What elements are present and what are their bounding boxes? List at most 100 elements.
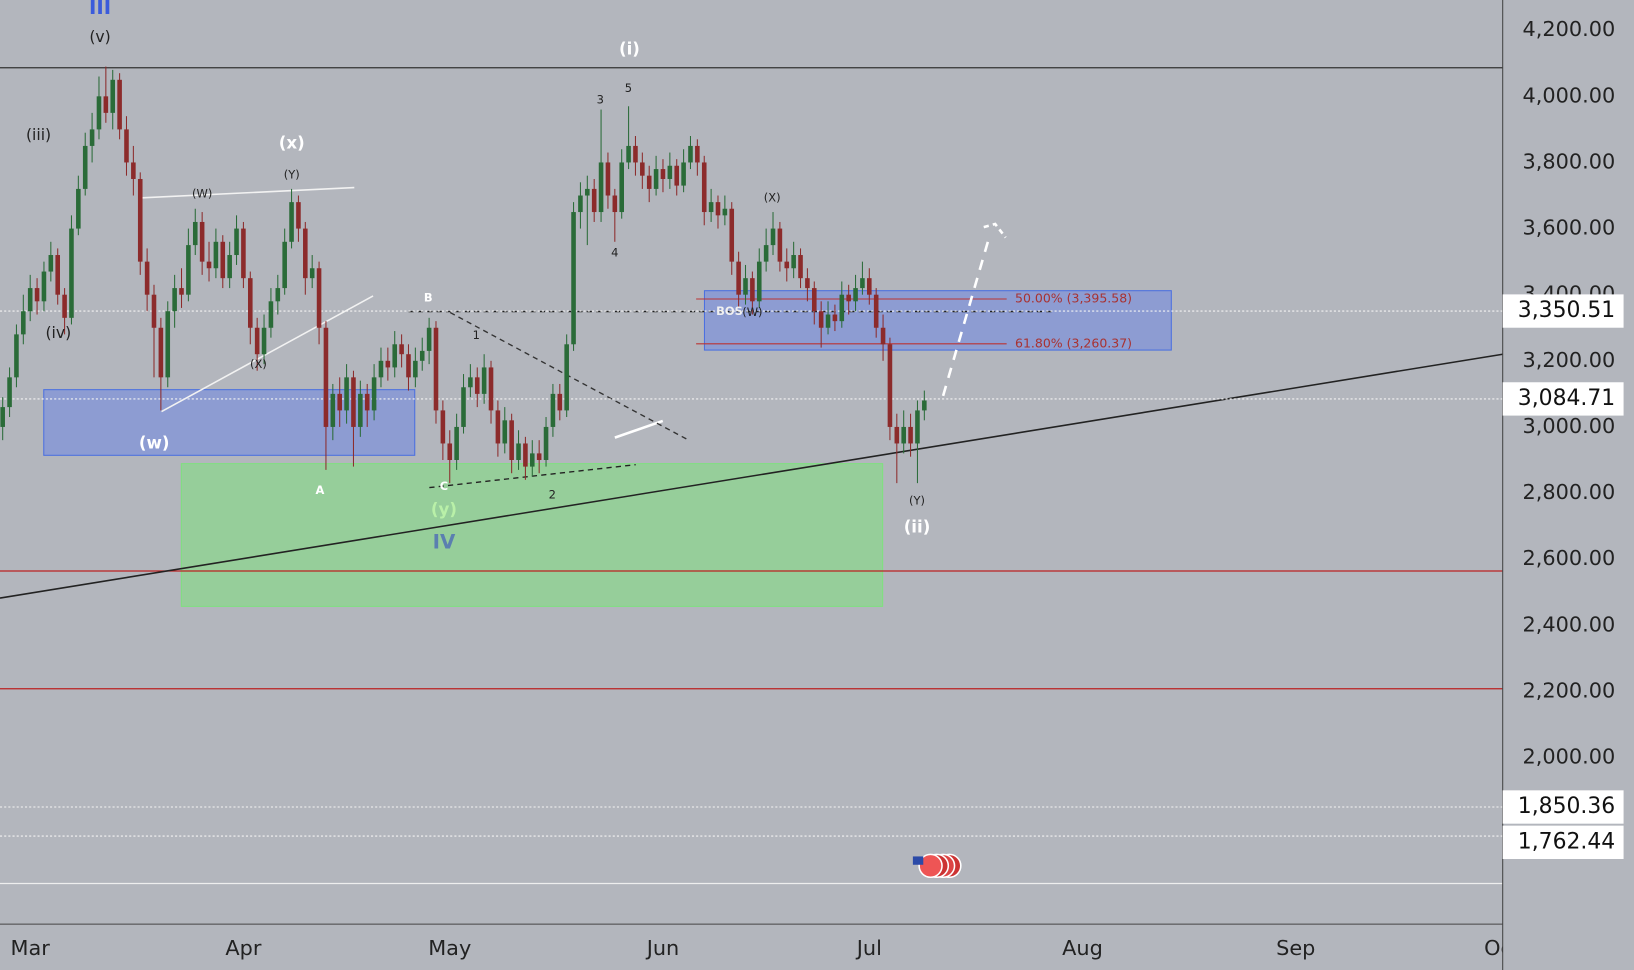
drawing-line [161, 295, 374, 413]
candle-body [853, 288, 858, 302]
candle-body [117, 79, 122, 130]
candle-body [736, 261, 741, 295]
wave-label: (Y) [284, 168, 300, 182]
y-tick-label: 3,800.00 [1522, 149, 1615, 173]
x-tick-label: Aug [1062, 936, 1103, 960]
wave-label: 2 [549, 487, 556, 501]
candle-body [172, 288, 177, 312]
candle-body [282, 241, 287, 289]
candle-body [89, 129, 95, 146]
wave-label: (y) [431, 500, 457, 519]
price-label-box [1502, 790, 1624, 824]
candle-body [192, 221, 198, 246]
candle-body [186, 245, 191, 295]
candle-body [529, 453, 535, 467]
candle-body [901, 426, 906, 444]
candle-body [516, 443, 521, 460]
candle-body [915, 410, 920, 444]
candle-body [536, 453, 542, 460]
candle-body [364, 393, 370, 411]
candle-body [151, 294, 157, 328]
candle-body [461, 387, 466, 427]
candle-body [688, 145, 693, 163]
candle-body [199, 221, 205, 262]
price-label: 3,350.51 [1518, 298, 1615, 323]
candle-body [309, 268, 315, 279]
candle-body [564, 344, 569, 411]
candle-body [0, 407, 5, 427]
candle-body [633, 145, 638, 163]
wave-label: (X) [764, 190, 781, 204]
fib-label: 50.00% (3,395.58) [1015, 291, 1132, 306]
candle-body [296, 202, 301, 229]
candle-body [791, 255, 796, 269]
wave-label: (W) [192, 186, 212, 200]
candle-body [206, 261, 212, 269]
candle-body [392, 344, 398, 368]
price-label-box [1502, 382, 1624, 416]
y-tick-label: 3,600.00 [1522, 216, 1615, 240]
candle-body [681, 162, 686, 186]
candle-body [426, 327, 432, 351]
wave-label: A [315, 483, 324, 497]
candle-body [846, 294, 851, 302]
candle-body [213, 241, 219, 269]
candle-body [34, 288, 40, 302]
candle-body [413, 360, 418, 378]
candle-body [399, 344, 404, 355]
y-tick-label: 2,000.00 [1522, 745, 1615, 769]
candle-body [165, 311, 171, 378]
candle-body [268, 301, 274, 328]
candle-body [660, 169, 666, 179]
fib-label: 61.80% (3,260.37) [1015, 335, 1132, 350]
wave-label: (iii) [26, 126, 51, 144]
wave-label: (v) [89, 28, 110, 46]
candle-body [41, 271, 47, 302]
candle-body [626, 145, 631, 163]
candle-body [385, 360, 391, 368]
zone-bos [703, 290, 1172, 351]
x-tick-label: Mar [11, 936, 51, 960]
x-tick-label: Apr [225, 936, 261, 960]
candle-body [646, 175, 652, 189]
candle-body [254, 327, 260, 355]
candle-body [21, 311, 26, 335]
candle-body [289, 202, 294, 242]
candle-body [756, 261, 762, 302]
candle-body [447, 443, 453, 460]
candle-body [261, 327, 267, 355]
candle-body [784, 261, 790, 269]
candle-body [640, 162, 645, 176]
candle-body [585, 188, 590, 196]
candle-body [440, 410, 446, 444]
candle-body [571, 212, 576, 345]
candle-body [729, 208, 735, 262]
candle-body [103, 96, 109, 113]
candle-body [908, 426, 913, 444]
candle-body [509, 420, 514, 460]
candle-body [873, 294, 879, 328]
wave-label: 4 [611, 246, 618, 260]
drawing-line [449, 311, 689, 441]
wave-label: (W) [742, 305, 762, 319]
x-tick-label: Jul [855, 936, 882, 960]
wave-label: (w) [139, 433, 170, 452]
y-tick-label: 2,600.00 [1522, 546, 1615, 570]
candle-body [351, 377, 356, 427]
y-tick-label: 4,200.00 [1522, 17, 1615, 41]
y-tick-label: 3,000.00 [1522, 414, 1615, 438]
candle-body [110, 79, 116, 113]
candle-body [887, 344, 893, 427]
candle-body [330, 393, 336, 427]
candle-body [481, 367, 487, 394]
candle-body [722, 208, 728, 216]
candle-body [488, 367, 494, 411]
candle-body [777, 228, 783, 262]
candle-body [220, 241, 226, 279]
candle-body [695, 145, 700, 163]
candle-body [653, 169, 659, 189]
candle-body [316, 268, 322, 328]
candle-body [839, 294, 845, 322]
